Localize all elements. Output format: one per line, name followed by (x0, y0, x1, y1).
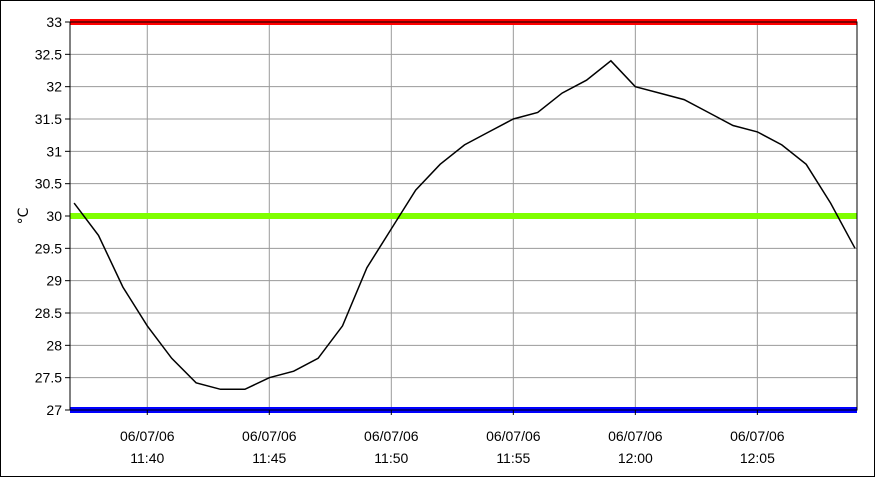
y-tick-label: 29 (46, 273, 62, 289)
y-tick-label: 32 (46, 79, 62, 95)
y-tick-label: 30.5 (35, 176, 62, 192)
x-tick-time-label: 11:45 (252, 450, 286, 466)
x-tick-date-label: 06/07/06 (242, 428, 297, 444)
y-tick-label: 29.5 (35, 240, 62, 256)
y-tick-label: 28 (46, 337, 62, 353)
reference-lines (70, 19, 857, 413)
y-tick-label: 33 (46, 14, 62, 30)
x-axis-ticks: 06/07/06 11:40 06/07/06 11:45 06/07/06 11:50 0… (120, 410, 785, 466)
temperature-series-line (73, 59, 856, 391)
series-layer (73, 59, 856, 391)
x-tick-date-label: 06/07/06 (486, 428, 541, 444)
y-axis-ticks: 27 27.5 28 28.5 29 29.5 30 30.5 31 31.5 32 32.5 33 (35, 14, 70, 418)
x-tick-date-label: 06/07/06 (608, 428, 663, 444)
y-tick-label: 28.5 (35, 305, 62, 321)
y-tick-label: 31 (46, 143, 62, 159)
x-tick-time-label: 11:55 (496, 450, 530, 466)
y-tick-label: 27 (46, 402, 62, 418)
x-tick-time-label: 11:50 (374, 450, 408, 466)
y-tick-label: 30 (46, 208, 62, 224)
x-tick-date-label: 06/07/06 (120, 428, 175, 444)
x-tick-time-label: 12:05 (740, 450, 775, 466)
x-tick-time-label: 12:00 (618, 450, 653, 466)
y-tick-label: 27.5 (35, 370, 62, 386)
x-tick-date-label: 06/07/06 (730, 428, 785, 444)
y-axis-label: °C (16, 207, 32, 224)
y-tick-label: 32.5 (35, 46, 62, 62)
x-tick-time-label: 11:40 (130, 450, 164, 466)
y-tick-label: 31.5 (35, 111, 62, 127)
x-tick-date-label: 06/07/06 (364, 428, 419, 444)
